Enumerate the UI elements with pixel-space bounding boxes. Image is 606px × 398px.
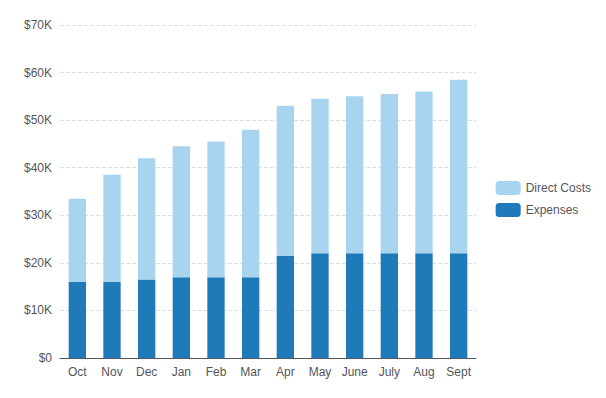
svg-text:Jan: Jan xyxy=(172,365,191,379)
svg-text:Mar: Mar xyxy=(240,365,261,379)
svg-text:$30K: $30K xyxy=(24,208,52,222)
svg-text:Expenses: Expenses xyxy=(526,203,579,217)
svg-text:$50K: $50K xyxy=(24,113,52,127)
svg-text:May: May xyxy=(309,365,332,379)
svg-text:$40K: $40K xyxy=(24,161,52,175)
svg-text:June: June xyxy=(342,365,368,379)
svg-text:$70K: $70K xyxy=(24,18,52,32)
svg-text:Apr: Apr xyxy=(276,365,295,379)
svg-text:July: July xyxy=(379,365,400,379)
svg-text:$60K: $60K xyxy=(24,66,52,80)
svg-text:Sept: Sept xyxy=(446,365,471,379)
svg-text:$10K: $10K xyxy=(24,303,52,317)
svg-text:Direct Costs: Direct Costs xyxy=(526,181,591,195)
svg-text:Aug: Aug xyxy=(413,365,434,379)
svg-text:Dec: Dec xyxy=(136,365,157,379)
svg-text:$0: $0 xyxy=(39,351,53,365)
svg-text:Nov: Nov xyxy=(101,365,122,379)
svg-text:Feb: Feb xyxy=(206,365,227,379)
svg-text:Oct: Oct xyxy=(68,365,87,379)
svg-text:$20K: $20K xyxy=(24,256,52,270)
